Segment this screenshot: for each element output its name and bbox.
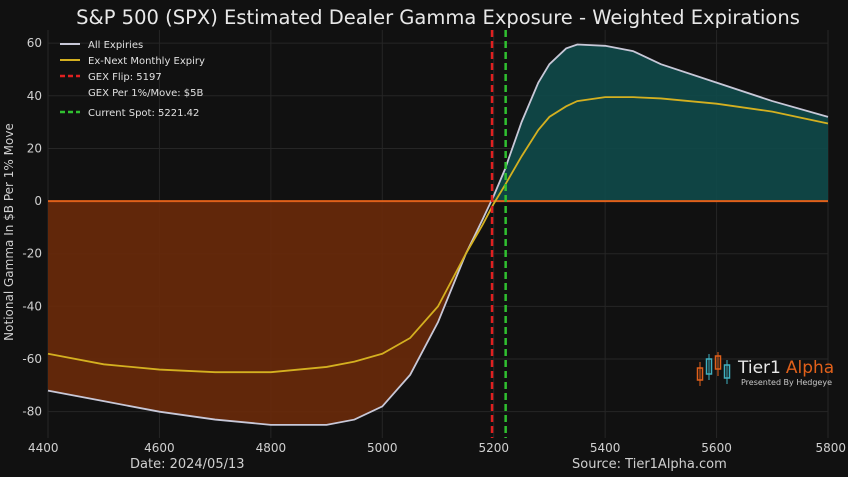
positive-gamma-area [491,44,828,202]
legend-label-ex-next-monthly: Ex-Next Monthly Expiry [88,56,205,67]
x-tick-label: 5800 [815,441,846,455]
x-tick-label: 5400 [590,441,621,455]
y-tick-label: 0 [34,194,42,208]
y-tick-label: -20 [22,247,42,261]
series-line-1 [47,96,829,374]
chart-title: S&P 500 (SPX) Estimated Dealer Gamma Exp… [76,6,800,29]
x-tick-label: 5000 [367,441,398,455]
brand-name-part1: Tier1 [737,358,781,378]
series-lines [47,30,829,438]
series-line-0 [47,43,829,426]
legend: All Expiries Ex-Next Monthly Expiry GEX … [60,40,205,119]
y-tick-label: -40 [22,299,42,313]
x-tick-label: 4800 [256,441,287,455]
y-tick-label: 40 [27,89,42,103]
legend-label-gex-flip: GEX Flip: 5197 [88,72,162,83]
brand-name-part2: Alpha [786,358,834,378]
source-label: Source: Tier1Alpha.com [572,457,727,472]
legend-label-current-spot: Current Spot: 5221.42 [88,108,199,119]
candlestick-icon [696,352,731,386]
legend-label-all-expiries: All Expiries [88,40,143,51]
date-label: Date: 2024/05/13 [130,457,245,472]
legend-label-gex-per-move: GEX Per 1%/Move: $5B [88,88,204,99]
axis-ticks: -80 -60 -40 -20 0 20 40 60 4400 4600 4800 5000 5200 5… [22,36,846,455]
y-tick-label: 20 [27,141,42,155]
y-tick-label: 60 [27,36,42,50]
x-tick-label: 5200 [478,441,509,455]
brand-tagline: Presented By Hedgeye [741,378,832,387]
svg-text:Tier1Alpha: Tier1 Alpha [737,358,834,378]
y-axis-label: Notional Gamma In $B Per 1% Move [2,123,16,341]
y-tick-label: -60 [22,352,42,366]
x-tick-label: 4400 [28,441,59,455]
tier1-alpha-logo: Tier1 Alpha Presented By Hedgeye [696,352,834,387]
y-tick-label: -80 [22,405,42,419]
x-tick-label: 5600 [701,441,732,455]
x-tick-label: 4600 [144,441,175,455]
